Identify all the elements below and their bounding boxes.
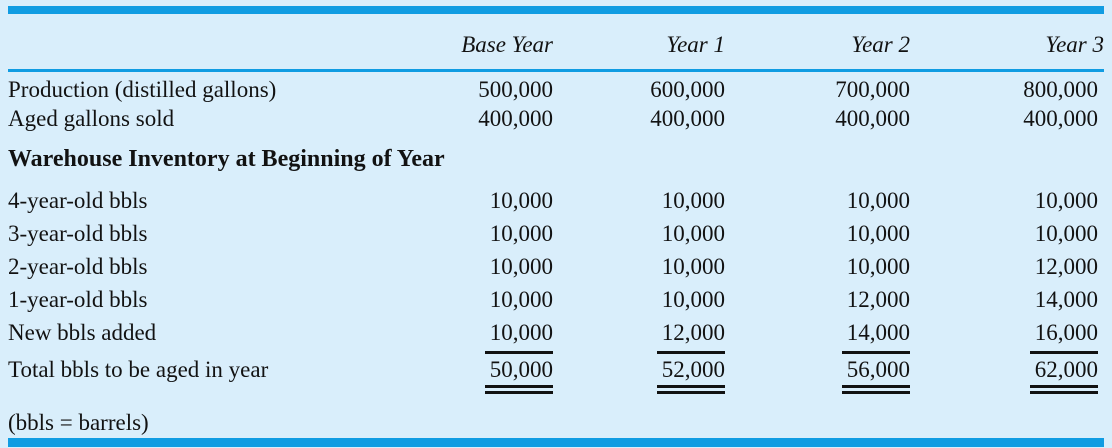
row-label: 3-year-old bbls [8,220,148,246]
cell-value: 10,000 [489,286,553,312]
total-value: 52,000 [656,351,725,395]
row-label: Total bbls to be aged in year [8,357,269,382]
cell-value: 600,000 [650,76,725,102]
cell-value: 12,000 [661,319,725,345]
header-row: Base Year Year 1 Year 2 Year 3 [8,14,1104,72]
top-rule [8,6,1104,14]
cell-value: 10,000 [1034,220,1098,246]
column-header-year-1: Year 1 [553,14,725,72]
cell-value: 10,000 [661,253,725,279]
table-row-4-year-bbls: 4-year-old bbls 10,000 10,000 10,000 10,… [8,184,1104,217]
corner-cell [8,14,380,72]
cell-value: 16,000 [1034,319,1098,345]
cell-value: 10,000 [661,187,725,213]
table-row-2-year-bbls: 2-year-old bbls 10,000 10,000 10,000 12,… [8,250,1104,283]
cell-value: 10,000 [489,220,553,246]
cell-value: 10,000 [489,319,553,345]
cell-value: 10,000 [489,187,553,213]
column-header-year-3: Year 3 [910,14,1104,72]
total-value: 50,000 [484,351,553,395]
cell-value: 10,000 [661,286,725,312]
cell-value: 400,000 [478,106,553,132]
section-header-row: Warehouse Inventory at Beginning of Year [8,134,1104,184]
table-header: Base Year Year 1 Year 2 Year 3 [8,14,1104,72]
cell-value: 10,000 [846,187,910,213]
table-row-1-year-bbls: 1-year-old bbls 10,000 10,000 12,000 14,… [8,283,1104,316]
total-value: 62,000 [1029,351,1098,395]
total-cell: 62,000 [910,349,1104,405]
table-body: Production (distilled gallons) 500,000 6… [8,70,1104,441]
cell-value: 10,000 [846,220,910,246]
row-label: Aged gallons sold [8,106,175,132]
row-label: New bbls added [8,319,157,345]
total-cell: 50,000 [380,349,553,405]
cell-value: 400,000 [650,106,725,132]
column-header-base-year: Base Year [380,14,553,72]
cell-value: 800,000 [1023,76,1098,102]
cell-value: 10,000 [661,220,725,246]
table-row-total: Total bbls to be aged in year 50,000 52,… [8,349,1104,405]
cell-value: 12,000 [846,286,910,312]
section-header: Warehouse Inventory at Beginning of Year [8,145,445,172]
cell-value: 14,000 [846,319,910,345]
table-row-3-year-bbls: 3-year-old bbls 10,000 10,000 10,000 10,… [8,217,1104,250]
cell-value: 10,000 [489,253,553,279]
cell-value: 14,000 [1034,286,1098,312]
cell-value: 10,000 [846,253,910,279]
footnote: (bbls = barrels) [8,410,149,436]
bottom-rule [8,438,1104,447]
aging-schedule-table: Base Year Year 1 Year 2 Year 3 Productio… [8,14,1104,441]
table-row-new-bbls: New bbls added 10,000 12,000 14,000 16,0… [8,316,1104,349]
row-label: Production (distilled gallons) [8,76,277,102]
row-label: 2-year-old bbls [8,253,148,279]
footnote-row: (bbls = barrels) [8,405,1104,441]
column-header-year-2: Year 2 [725,14,910,72]
total-cell: 52,000 [553,349,725,405]
cell-value: 500,000 [478,76,553,102]
cell-value: 700,000 [835,76,910,102]
table-row-aged-gallons: Aged gallons sold 400,000 400,000 400,00… [8,104,1104,134]
table-row-production: Production (distilled gallons) 500,000 6… [8,70,1104,104]
cell-value: 400,000 [1023,106,1098,132]
total-value: 56,000 [841,351,910,395]
total-cell: 56,000 [725,349,910,405]
cell-value: 12,000 [1034,253,1098,279]
row-label: 1-year-old bbls [8,286,148,312]
row-label: 4-year-old bbls [8,187,148,213]
cell-value: 400,000 [835,106,910,132]
cell-value: 10,000 [1034,187,1098,213]
